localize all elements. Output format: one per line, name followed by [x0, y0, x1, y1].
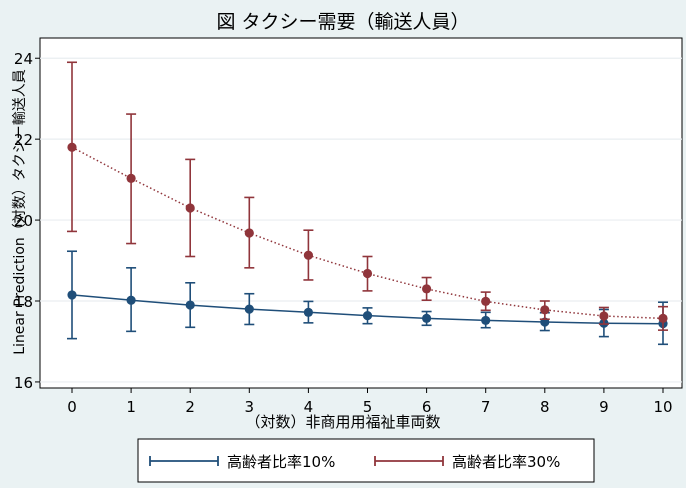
- x-tick-label: 9: [599, 398, 609, 416]
- data-point: [422, 284, 432, 294]
- legend-item-2: 高齢者比率30%: [374, 453, 560, 471]
- data-point: [599, 311, 609, 321]
- y-tick-label: 22: [14, 131, 33, 149]
- data-point: [185, 203, 195, 213]
- series-1: [67, 250, 668, 346]
- x-tick-label: 3: [245, 398, 255, 416]
- data-point: [481, 296, 491, 307]
- data-point: [126, 295, 136, 305]
- data-point: [244, 304, 254, 314]
- x-axis-label: （対数）非商用用福祉車両数: [245, 413, 440, 431]
- data-point: [185, 300, 195, 310]
- data-point: [362, 310, 373, 321]
- x-tick-label: 7: [481, 398, 491, 416]
- data-point: [422, 313, 432, 324]
- data-point: [67, 142, 77, 152]
- series-2: [67, 61, 668, 331]
- y-tick-label: 18: [14, 293, 33, 311]
- data-point: [540, 305, 550, 315]
- y-tick-label: 24: [14, 50, 33, 68]
- data-point: [244, 228, 254, 238]
- legend-label: 高齢者比率30%: [452, 453, 560, 471]
- legend-item-1: 高齢者比率10%: [149, 453, 335, 471]
- x-tick-label: 0: [67, 398, 77, 416]
- data-point: [67, 290, 77, 300]
- data-point: [303, 250, 313, 260]
- data-point: [362, 268, 373, 279]
- legend-label: 高齢者比率10%: [227, 453, 335, 471]
- plot-frame: [39, 37, 683, 389]
- data-point: [481, 315, 491, 326]
- plot-area: 16 18 20 22 24 0 1 2 3 4 5 6 7 8 9 10: [14, 37, 683, 416]
- x-tick-label: 6: [422, 398, 432, 416]
- y-axis-label: Linear Prediction（対数）タクシー輸送人員: [12, 69, 28, 355]
- x-tick-label: 4: [304, 398, 314, 416]
- y-tick-label: 20: [14, 212, 33, 230]
- data-point: [126, 173, 136, 184]
- chart-title: 図 タクシー需要（輸送人員）: [216, 11, 469, 33]
- y-tick-label: 16: [14, 374, 33, 392]
- legend: 高齢者比率10% 高齢者比率30%: [137, 438, 595, 483]
- x-tick-label: 2: [185, 398, 195, 416]
- x-tick-label: 8: [540, 398, 550, 416]
- x-tick-label: 5: [363, 398, 373, 416]
- x-tick-label: 1: [126, 398, 136, 416]
- x-tick-label: 10: [653, 398, 672, 416]
- data-point: [303, 307, 313, 317]
- data-point: [658, 313, 668, 324]
